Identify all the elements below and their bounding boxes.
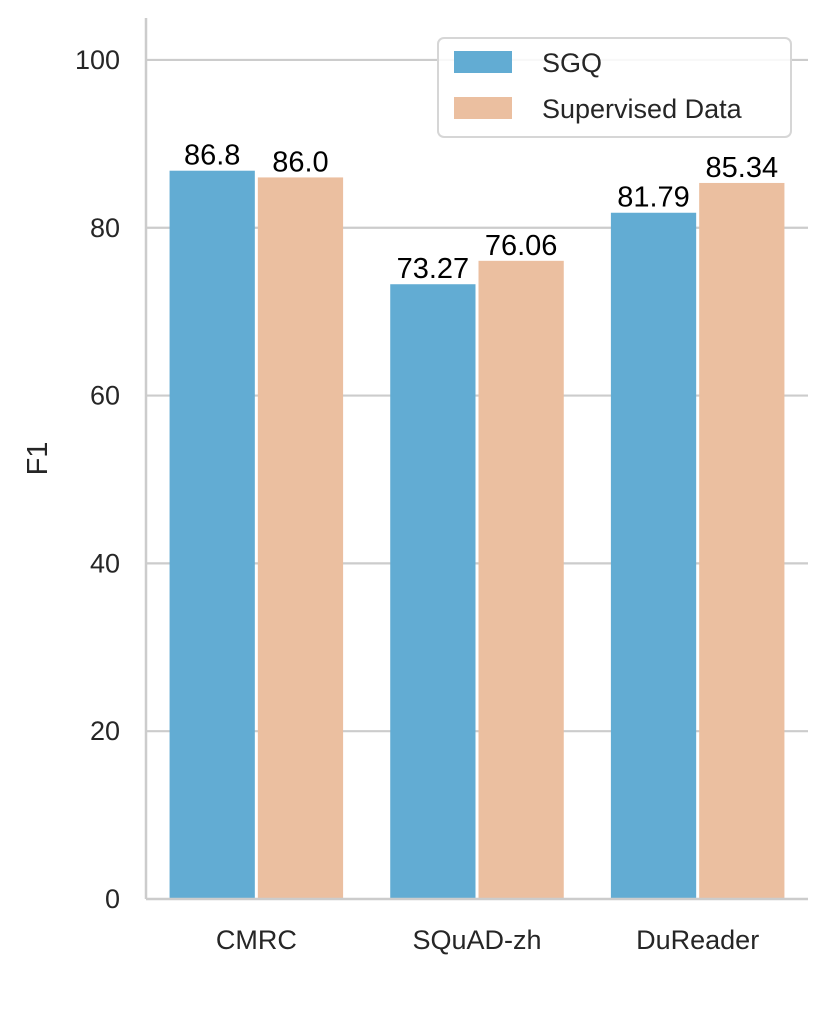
y-tick-label: 60: [90, 381, 120, 411]
y-tick-label: 0: [105, 884, 120, 914]
data-labels: 86.8 86.0 73.27 76.06 81.79 85.34: [184, 140, 778, 286]
y-axis-label: F1: [22, 442, 54, 476]
bar-sgq-cmrc: [169, 170, 255, 899]
legend-label: Supervised Data: [542, 94, 743, 124]
y-tick-label: 80: [90, 213, 120, 243]
data-label: 86.0: [272, 146, 328, 178]
legend-swatch: [454, 51, 512, 73]
data-label: 76.06: [485, 230, 558, 262]
x-tick-label: DuReader: [636, 925, 759, 955]
y-tick-label: 40: [90, 548, 120, 578]
data-label: 81.79: [617, 182, 690, 214]
bar-supervised-data-dureader: [699, 182, 785, 899]
data-label: 85.34: [706, 152, 779, 184]
bar-supervised-data-cmrc: [257, 177, 344, 899]
legend: SGQ Supervised Data: [437, 37, 792, 138]
y-tick-label: 20: [90, 716, 120, 746]
x-tick-label: CMRC: [216, 925, 297, 955]
bar-sgq-squad-zh: [390, 284, 476, 899]
axes: 0 20 40 60 80 100 CMRC SQuAD-zh DuReader F1: [22, 18, 808, 955]
bars: [169, 170, 785, 900]
data-label: 86.8: [184, 140, 240, 172]
y-tick-label: 100: [75, 45, 120, 75]
legend-swatch: [454, 97, 512, 119]
data-label: 73.27: [397, 253, 470, 285]
legend-box: [437, 37, 792, 138]
bar-supervised-data-squad-zh: [478, 260, 564, 899]
bar-sgq-dureader: [610, 212, 697, 900]
legend-label: SGQ: [542, 48, 602, 78]
x-tick-label: SQuAD-zh: [412, 925, 541, 955]
